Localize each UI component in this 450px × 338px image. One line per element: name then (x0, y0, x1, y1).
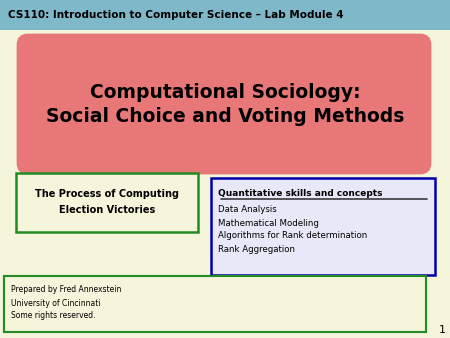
Text: University of Cincinnati: University of Cincinnati (11, 298, 101, 308)
Text: Mathematical Modeling: Mathematical Modeling (218, 218, 319, 227)
Text: Prepared by Fred Annexstein: Prepared by Fred Annexstein (11, 286, 122, 294)
Text: The Process of Computing: The Process of Computing (35, 189, 179, 199)
Text: Social Choice and Voting Methods: Social Choice and Voting Methods (46, 106, 404, 125)
Text: Election Victories: Election Victories (59, 205, 155, 215)
Text: Quantitative skills and concepts: Quantitative skills and concepts (218, 190, 382, 198)
Text: Some rights reserved.: Some rights reserved. (11, 312, 95, 320)
Text: Data Analysis: Data Analysis (218, 206, 277, 215)
Text: Algorithms for Rank determination: Algorithms for Rank determination (218, 232, 367, 241)
FancyBboxPatch shape (4, 276, 426, 332)
Text: Computational Sociology:: Computational Sociology: (90, 82, 360, 101)
Text: 1: 1 (438, 325, 446, 335)
Text: CS110: Introduction to Computer Science – Lab Module 4: CS110: Introduction to Computer Science … (8, 10, 344, 20)
FancyBboxPatch shape (18, 35, 430, 173)
FancyBboxPatch shape (0, 0, 450, 30)
Text: Rank Aggregation: Rank Aggregation (218, 244, 295, 254)
FancyBboxPatch shape (16, 173, 198, 232)
FancyBboxPatch shape (211, 178, 435, 275)
